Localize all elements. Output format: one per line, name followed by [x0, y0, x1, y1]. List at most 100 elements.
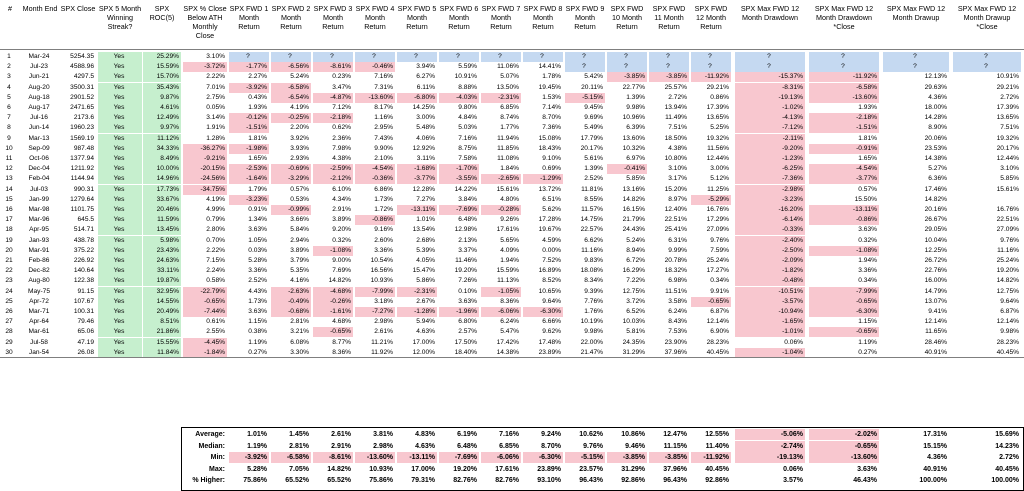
cell-below_ath: 0.58% — [206, 277, 225, 285]
cell-close: 1377.94 — [70, 155, 94, 162]
cell-maxdd: -3.57% — [735, 296, 805, 307]
cell-m8: -1.29% — [523, 174, 563, 185]
cell-num: 1 — [7, 53, 11, 60]
cell-m9: 1.76% — [584, 308, 603, 315]
cell-m7: 17.42% — [496, 338, 519, 346]
summary-cell-m4: 2.98% — [373, 442, 393, 450]
cell-m4: 9.16% — [374, 226, 393, 234]
cell-below_ath: -20.15% — [183, 164, 227, 175]
cell-maxduc: 25.24% — [996, 257, 1019, 264]
cell-m6: 19.20% — [454, 267, 477, 275]
cell-m12: 12.14% — [706, 318, 729, 326]
summary-cell-maxddc: -13.60% — [809, 452, 879, 464]
cell-close: 1101.75 — [70, 206, 94, 213]
cell-streak: Yes — [98, 347, 142, 358]
cell-maxdu: 22.76% — [924, 267, 947, 275]
cell-m1: -3.92% — [229, 82, 269, 93]
cell-maxdd: -2.40% — [735, 235, 805, 246]
cell-m5: 3.11% — [416, 155, 435, 162]
cell-m8: 14.41% — [538, 63, 561, 71]
cell-maxduc: 13.65% — [996, 114, 1019, 122]
cell-maxduc: 27.09% — [996, 226, 1019, 234]
column-header-m10: SPX FWD 10 Month Return — [610, 4, 644, 31]
cell-m5: -13.11% — [397, 205, 437, 215]
cell-month_end: Aug-17 — [28, 104, 50, 111]
cell-m2: 3.66% — [290, 216, 309, 224]
summary-cell-m10: 10.86% — [621, 431, 645, 438]
cell-m7: 4.09% — [500, 246, 519, 254]
cell-m11: 6.31% — [668, 236, 687, 244]
cell-maxddc: -4.54% — [809, 164, 879, 175]
cell-m7: 11.94% — [497, 134, 519, 142]
cell-num: 26 — [5, 308, 13, 315]
cell-maxdd: -3.23% — [735, 194, 805, 205]
cell-num: 3 — [7, 73, 11, 81]
cell-m12: 13.65% — [706, 114, 729, 122]
cell-m11: 6.24% — [668, 308, 687, 315]
cell-m1: 0.38% — [248, 328, 267, 336]
cell-month_end: Jun-21 — [28, 73, 50, 81]
cell-maxdu: 26.67% — [924, 216, 947, 224]
cell-m10: 31.29% — [622, 348, 645, 356]
summary-cell-m2: -6.58% — [271, 452, 311, 464]
cell-m1: 1.79% — [248, 185, 267, 193]
cell-m4: -7.99% — [355, 286, 395, 297]
cell-m1: 1.65% — [248, 155, 267, 162]
cell-m9: 2.52% — [584, 175, 603, 183]
summary-label: Average: — [195, 431, 225, 438]
cell-month_end: Apr-64 — [29, 318, 49, 326]
cell-maxdu: 14.79% — [924, 287, 947, 295]
cell-m1: -1.98% — [229, 143, 269, 154]
summary-cell-m7: 6.85% — [499, 442, 519, 450]
cell-m5: 6.11% — [416, 83, 435, 91]
summary-cell-maxduc: 40.45% — [995, 465, 1019, 473]
cell-m7: 17.61% — [496, 226, 519, 234]
cell-maxdd: ? — [735, 52, 805, 62]
cell-streak: Yes — [98, 307, 142, 317]
cell-m6: 7.58% — [458, 155, 477, 162]
cell-m8: 9.62% — [542, 328, 561, 336]
cell-close: 26.08 — [77, 348, 94, 356]
summary-cell-maxdu: 17.31% — [923, 431, 947, 438]
cell-m3: ? — [313, 52, 353, 62]
cell-close: 100.31 — [73, 308, 94, 315]
cell-m3: -4.87% — [313, 92, 353, 103]
cell-m4: 11.92% — [371, 348, 393, 356]
cell-maxduc: 20.17% — [996, 144, 1019, 152]
cell-m9: 17.79% — [580, 134, 603, 142]
cell-m4: 7.16% — [374, 73, 393, 81]
cell-m5: 12.00% — [412, 348, 435, 356]
cell-m10: 5.81% — [626, 328, 645, 336]
cell-below_ath: 2.22% — [206, 73, 225, 81]
cell-m8: 0.00% — [542, 246, 561, 254]
cell-m1: 0.43% — [248, 93, 267, 101]
cell-m8: 7.52% — [542, 257, 561, 264]
cell-num: 15 — [5, 195, 13, 203]
cell-close: 65.06 — [77, 328, 94, 336]
cell-num: 22 — [5, 267, 13, 275]
cell-m4: 1.72% — [374, 206, 393, 213]
summary-cell-m6: 82.76% — [453, 477, 477, 485]
cell-num: 25 — [5, 297, 13, 305]
cell-below_ath: 7.15% — [206, 257, 225, 264]
cell-maxdd: -19.13% — [735, 92, 805, 103]
cell-m12: 28.23% — [706, 338, 729, 346]
summary-cell-m3: -8.61% — [313, 452, 353, 464]
column-header-below_ath: SPX % Close Below ATH Monthly Close — [183, 4, 227, 40]
cell-m7: 5.65% — [500, 236, 519, 244]
cell-m7: -6.06% — [481, 307, 521, 317]
cell-m4: 2.95% — [374, 124, 393, 132]
cell-roc: 17.73% — [143, 184, 181, 195]
cell-m8: 6.51% — [542, 195, 561, 203]
column-header-m5: SPX FWD 5 Month Return — [397, 4, 437, 31]
cell-m1: 1.15% — [248, 318, 267, 326]
cell-m11: ? — [649, 62, 689, 73]
cell-m1: -1.77% — [229, 62, 269, 73]
column-header-m8: SPX FWD 8 Month Return — [523, 4, 563, 31]
cell-m4: -7.27% — [355, 307, 395, 317]
cell-below_ath: 0.79% — [206, 216, 225, 224]
cell-month_end: Feb-86 — [28, 257, 50, 264]
cell-m7: 11.08% — [497, 155, 519, 162]
cell-maxdd: -1.02% — [735, 103, 805, 113]
cell-maxdu: 9.41% — [928, 308, 947, 315]
